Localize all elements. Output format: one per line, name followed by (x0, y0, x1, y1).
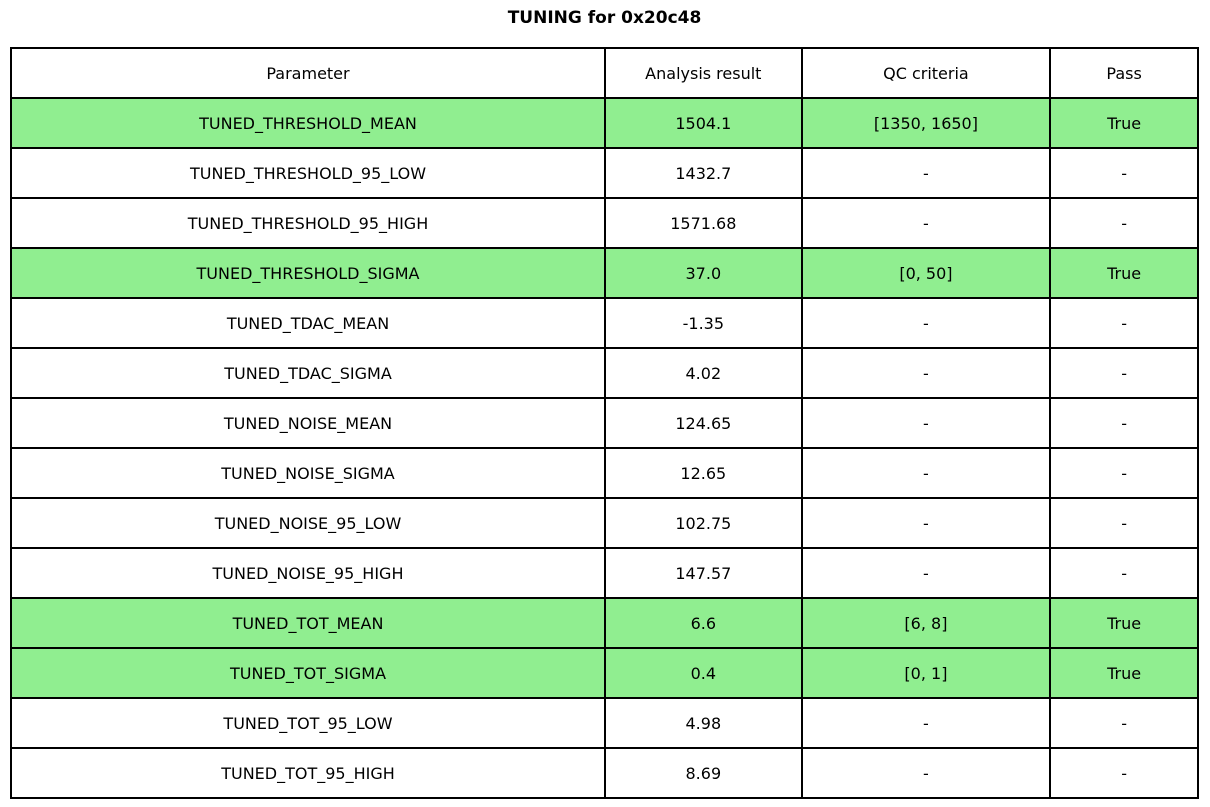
cell-qc-criteria: - (800, 747, 1052, 799)
cell-parameter: TUNED_TOT_95_LOW (10, 697, 606, 749)
cell-pass: - (1049, 297, 1199, 349)
cell-pass: - (1049, 747, 1199, 799)
cell-analysis-result: 102.75 (603, 497, 803, 549)
cell-pass: - (1049, 497, 1199, 549)
cell-qc-criteria: - (800, 497, 1052, 549)
cell-parameter: TUNED_TOT_SIGMA (10, 647, 606, 699)
table-row: TUNED_NOISE_SIGMA 12.65 - - (10, 447, 1199, 499)
table-body: TUNED_THRESHOLD_MEAN 1504.1 [1350, 1650]… (10, 97, 1199, 799)
cell-qc-criteria: - (800, 547, 1052, 599)
page-title: TUNING for 0x20c48 (507, 8, 702, 28)
cell-parameter: TUNED_NOISE_95_HIGH (10, 547, 606, 599)
cell-parameter: TUNED_TDAC_MEAN (10, 297, 606, 349)
cell-parameter: TUNED_THRESHOLD_MEAN (10, 97, 606, 149)
cell-analysis-result: 0.4 (603, 647, 803, 699)
cell-analysis-result: 6.6 (603, 597, 803, 649)
cell-qc-criteria: [6, 8] (800, 597, 1052, 649)
table-row: TUNED_THRESHOLD_MEAN 1504.1 [1350, 1650]… (10, 97, 1199, 149)
cell-parameter: TUNED_THRESHOLD_SIGMA (10, 247, 606, 299)
table-row: TUNED_TOT_95_LOW 4.98 - - (10, 697, 1199, 749)
cell-qc-criteria: - (800, 397, 1052, 449)
cell-pass: - (1049, 147, 1199, 199)
column-header-pass: Pass (1049, 47, 1199, 99)
cell-parameter: TUNED_TOT_MEAN (10, 597, 606, 649)
cell-analysis-result: 4.98 (603, 697, 803, 749)
cell-analysis-result: 1432.7 (603, 147, 803, 199)
column-header-analysis-result: Analysis result (603, 47, 803, 99)
cell-pass: True (1049, 247, 1199, 299)
cell-qc-criteria: - (800, 297, 1052, 349)
table-row: TUNED_NOISE_95_LOW 102.75 - - (10, 497, 1199, 549)
cell-analysis-result: 1504.1 (603, 97, 803, 149)
table-row: TUNED_THRESHOLD_SIGMA 37.0 [0, 50] True (10, 247, 1199, 299)
cell-parameter: TUNED_NOISE_SIGMA (10, 447, 606, 499)
cell-qc-criteria: - (800, 447, 1052, 499)
cell-pass: True (1049, 647, 1199, 699)
cell-pass: - (1049, 447, 1199, 499)
cell-pass: - (1049, 397, 1199, 449)
cell-pass: - (1049, 347, 1199, 399)
column-header-qc-criteria: QC criteria (800, 47, 1052, 99)
cell-analysis-result: 4.02 (603, 347, 803, 399)
tuning-qc-table: Parameter Analysis result QC criteria Pa… (10, 47, 1199, 799)
cell-qc-criteria: - (800, 697, 1052, 749)
cell-analysis-result: 147.57 (603, 547, 803, 599)
table-row: TUNED_TDAC_SIGMA 4.02 - - (10, 347, 1199, 399)
cell-parameter: TUNED_THRESHOLD_95_LOW (10, 147, 606, 199)
cell-analysis-result: 8.69 (603, 747, 803, 799)
cell-qc-criteria: - (800, 197, 1052, 249)
cell-parameter: TUNED_TOT_95_HIGH (10, 747, 606, 799)
cell-analysis-result: 124.65 (603, 397, 803, 449)
cell-pass: - (1049, 697, 1199, 749)
cell-parameter: TUNED_NOISE_95_LOW (10, 497, 606, 549)
cell-analysis-result: 37.0 (603, 247, 803, 299)
cell-qc-criteria: [0, 50] (800, 247, 1052, 299)
cell-parameter: TUNED_THRESHOLD_95_HIGH (10, 197, 606, 249)
header-row: Parameter Analysis result QC criteria Pa… (10, 47, 1199, 99)
cell-analysis-result: 12.65 (603, 447, 803, 499)
cell-qc-criteria: [0, 1] (800, 647, 1052, 699)
table-row: TUNED_NOISE_MEAN 124.65 - - (10, 397, 1199, 449)
table-row: TUNED_THRESHOLD_95_HIGH 1571.68 - - (10, 197, 1199, 249)
cell-analysis-result: 1571.68 (603, 197, 803, 249)
table-row: TUNED_TOT_MEAN 6.6 [6, 8] True (10, 597, 1199, 649)
cell-parameter: TUNED_NOISE_MEAN (10, 397, 606, 449)
table-row: TUNED_TOT_SIGMA 0.4 [0, 1] True (10, 647, 1199, 699)
cell-pass: True (1049, 597, 1199, 649)
table-header: Parameter Analysis result QC criteria Pa… (10, 47, 1199, 99)
cell-qc-criteria: - (800, 347, 1052, 399)
column-header-parameter: Parameter (10, 47, 606, 99)
cell-pass: - (1049, 197, 1199, 249)
cell-parameter: TUNED_TDAC_SIGMA (10, 347, 606, 399)
cell-analysis-result: -1.35 (603, 297, 803, 349)
table-row: TUNED_TOT_95_HIGH 8.69 - - (10, 747, 1199, 799)
table-row: TUNED_NOISE_95_HIGH 147.57 - - (10, 547, 1199, 599)
table-row: TUNED_THRESHOLD_95_LOW 1432.7 - - (10, 147, 1199, 199)
cell-pass: True (1049, 97, 1199, 149)
cell-qc-criteria: [1350, 1650] (800, 97, 1052, 149)
cell-pass: - (1049, 547, 1199, 599)
table-row: TUNED_TDAC_MEAN -1.35 - - (10, 297, 1199, 349)
cell-qc-criteria: - (800, 147, 1052, 199)
